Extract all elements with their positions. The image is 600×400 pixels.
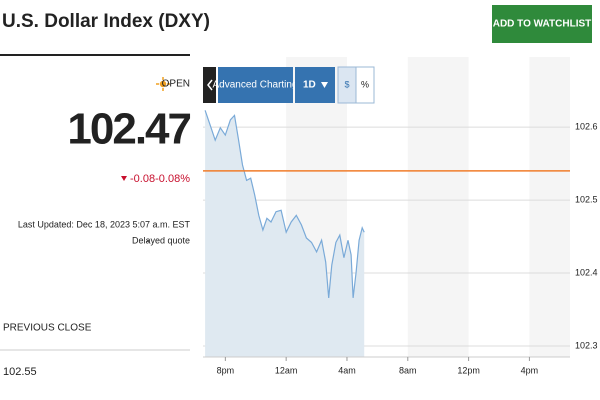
price-line [204,110,365,298]
advanced-charting-button[interactable] [218,67,293,103]
x-tick-label: 12am [275,365,298,375]
change-percent: -0.08% [155,173,190,185]
x-tick-label: 8am [399,365,417,375]
sun-icon [156,77,170,91]
watchlist-button-label[interactable]: ADD TO WATCHLIST [493,19,592,30]
back-icon [207,79,213,91]
page-title: U.S. Dollar Index (DXY) [2,11,210,32]
range-label[interactable]: 1D [303,80,316,91]
dollar-label[interactable]: $ [344,79,349,89]
last-updated: Last Updated: Dec 18, 2023 5:07 a.m. EST [18,219,191,229]
y-tick-label: 102.4 [575,267,598,277]
back-button[interactable] [203,67,216,103]
previous-close-label: PREVIOUS CLOSE [3,323,92,334]
background-band [529,57,570,357]
y-tick-label: 102.6 [575,121,598,131]
change: -0.08 [130,173,155,185]
x-tick-label: 4pm [521,365,539,375]
watchlist-button[interactable] [492,5,592,43]
x-tick-label: 4am [338,365,356,375]
previous-close-value: 102.55 [3,366,37,378]
range-button[interactable] [295,67,335,103]
toolbar: Advanced Charting 1D $ % [203,66,375,104]
down-arrow [121,176,127,181]
dropdown-icon [321,82,328,88]
bullet [147,240,149,242]
advanced-charting-label[interactable]: Advanced Charting [212,80,297,91]
chart: 102.3 102.4 102.5 102.6 8pm 12am 4am 8am 12pm 4pm [203,57,598,375]
market-status: OPEN [162,79,190,90]
delayed-note: Delayed quote [132,235,190,245]
x-tick-label: 12pm [457,365,480,375]
x-tick-label: 8pm [217,365,235,375]
area [205,110,365,357]
percent-label[interactable]: % [361,79,369,89]
y-tick-label: 102.5 [575,194,598,204]
background-band [407,57,469,357]
y-tick-label: 102.3 [575,340,598,350]
price: 102.47 [67,105,190,154]
percent-button[interactable] [355,66,375,104]
